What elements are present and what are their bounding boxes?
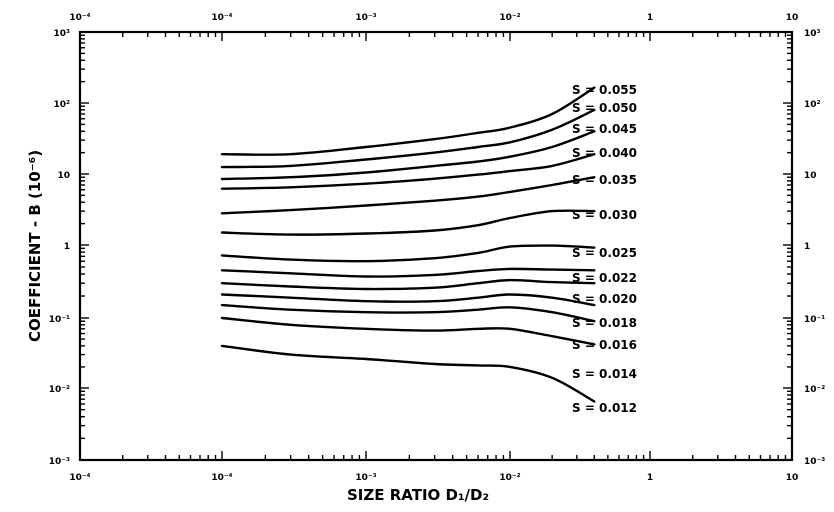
tick-labels: 10⁻⁴ 10⁻⁴ 10⁻³ 10⁻² 1 10 10⁻⁴ 10⁻⁴ 10⁻³ 10⁻² 1 10 10… [49, 13, 825, 483]
y-tick-label-right: 1 [804, 242, 810, 252]
series-line [220, 86, 596, 156]
x-tick-label-top: 10 [786, 13, 799, 23]
curves [220, 86, 596, 403]
x-tick-label-bottom: 10 [786, 473, 799, 483]
curve-label: S = 0.035 [572, 173, 637, 187]
curve-label: S = 0.045 [572, 122, 637, 136]
y-tick-label-right: 10⁻² [804, 385, 825, 395]
curve-label: S = 0.040 [572, 146, 637, 160]
x-tick-label-top: 10⁻³ [355, 13, 376, 23]
x-tick-label-bottom: 1 [647, 473, 653, 483]
x-tick-label-top: 10⁻² [499, 13, 520, 23]
y-axis-title: COEFFICIENT - B (10⁻⁶) [26, 150, 44, 342]
x-tick-label-bottom: 10⁻⁴ [211, 473, 232, 483]
series-line [220, 278, 596, 291]
y-tick-label-left: 10² [54, 100, 71, 110]
tick-marks [79, 32, 792, 461]
curve-label: S = 0.018 [572, 316, 637, 330]
x-axis-title: SIZE RATIO D₁/D₂ [347, 486, 489, 504]
series-line [220, 316, 596, 346]
series-line [220, 293, 596, 307]
x-tick-label-top: 10⁻⁴ [211, 13, 232, 23]
curve-labels: S = 0.055 S = 0.050 S = 0.045 S = 0.040 S = … [572, 83, 637, 415]
series-line [220, 130, 596, 181]
y-tick-label-right: 10⁻¹ [804, 315, 825, 325]
y-tick-label-left: 1 [64, 242, 70, 252]
curve-label: S = 0.012 [572, 401, 637, 415]
series-line [220, 108, 596, 169]
y-tick-label-left: 10⁻¹ [49, 315, 70, 325]
x-tick-label-bottom: 10⁻⁴ [69, 473, 90, 483]
curve-label: S = 0.022 [572, 271, 637, 285]
x-tick-label-top: 10⁻⁴ [69, 13, 90, 23]
curve-label: S = 0.055 [572, 83, 637, 97]
series-line [220, 344, 596, 403]
y-tick-label-left: 10³ [54, 29, 71, 39]
series-line [220, 153, 596, 190]
x-tick-label-bottom: 10⁻² [499, 473, 520, 483]
y-tick-label-left: 10 [57, 171, 70, 181]
y-tick-label-left: 10⁻³ [49, 457, 70, 467]
y-tick-label-right: 10 [804, 171, 817, 181]
series-line [220, 209, 596, 236]
series-line [220, 176, 596, 215]
y-tick-label-right: 10⁻³ [804, 457, 825, 467]
curve-label: S = 0.016 [572, 338, 637, 352]
curve-label: S = 0.050 [572, 101, 637, 115]
curve-label: S = 0.014 [572, 367, 637, 381]
y-tick-label-right: 10² [804, 100, 821, 110]
y-tick-label-left: 10⁻² [49, 385, 70, 395]
series-line [220, 244, 596, 263]
y-tick-label-right: 10³ [804, 29, 821, 39]
series-line [220, 303, 596, 323]
series-line [220, 267, 596, 278]
x-tick-label-top: 1 [647, 13, 653, 23]
plot-frame [78, 30, 794, 462]
curve-label: S = 0.020 [572, 292, 637, 306]
curve-label: S = 0.025 [572, 246, 637, 260]
curve-label: S = 0.030 [572, 208, 637, 222]
x-tick-label-bottom: 10⁻³ [355, 473, 376, 483]
